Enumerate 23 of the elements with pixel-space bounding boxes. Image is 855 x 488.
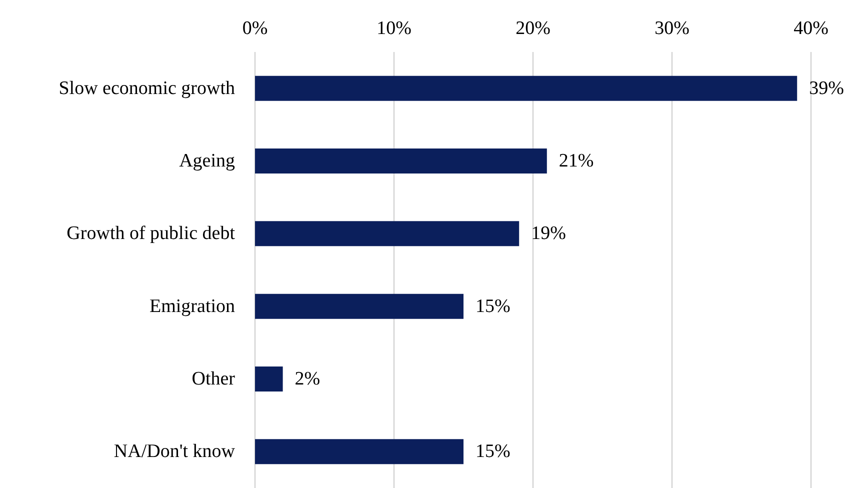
data-label: 21%: [558, 150, 594, 172]
x-tick-label: 10%: [376, 18, 412, 39]
bar: [255, 294, 464, 319]
y-tick-label: NA/Don't know: [114, 441, 236, 462]
bar: [255, 76, 798, 101]
bar: [255, 366, 283, 392]
bar: [255, 148, 547, 174]
bar: [255, 221, 520, 246]
data-label: 15%: [476, 296, 510, 317]
y-tick-label: Growth of public debt: [66, 223, 236, 244]
y-tick-label: Slow economic growth: [58, 78, 236, 99]
y-tick-label: Emigration: [150, 296, 236, 317]
data-label: 2%: [294, 368, 320, 390]
x-tick-label: 40%: [794, 18, 829, 39]
data-label: 15%: [476, 441, 510, 462]
bar: [255, 439, 464, 464]
x-tick-label: 30%: [654, 18, 690, 39]
y-tick-label: Ageing: [179, 150, 236, 172]
data-label: 19%: [531, 223, 566, 244]
data-label: 39%: [809, 78, 844, 99]
x-tick-label: 20%: [516, 18, 551, 39]
y-tick-label: Other: [192, 368, 236, 390]
x-tick-label: 0%: [242, 18, 268, 39]
